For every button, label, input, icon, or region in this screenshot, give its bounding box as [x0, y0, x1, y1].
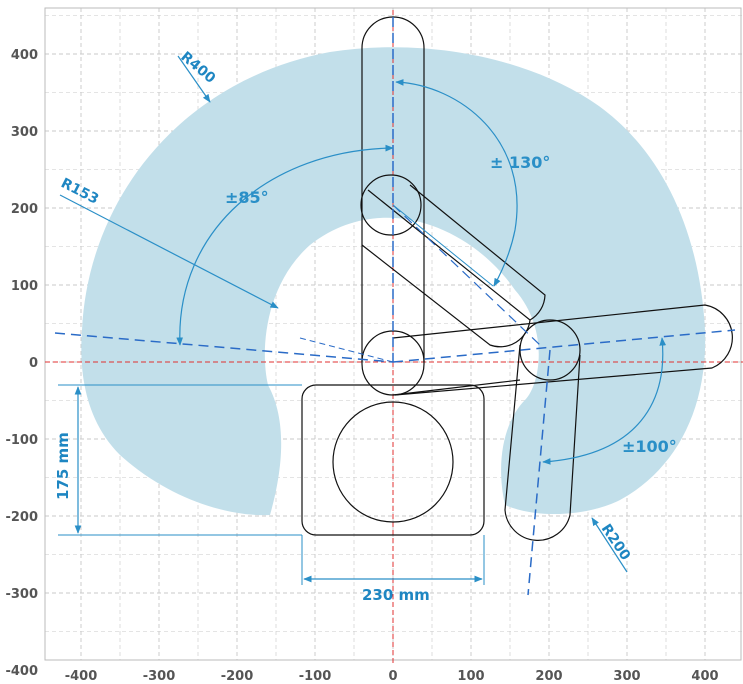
y-tick-label: 100	[11, 279, 38, 294]
y-tick-label: 300	[11, 125, 38, 140]
base-plate	[301, 384, 485, 536]
label-r200: R200	[598, 521, 634, 563]
x-tick-label: -100	[299, 669, 332, 684]
y-tick-label: -100	[5, 433, 38, 448]
centerline-right	[392, 329, 736, 363]
y-tick-label: 0	[29, 356, 38, 371]
x-tick-labels: -400 -300 -200 -100 0 100 200 300 400	[65, 669, 719, 684]
x-tick-label: 400	[691, 669, 718, 684]
y-tick-label: -200	[5, 510, 38, 525]
centerline-left-diag	[299, 337, 394, 363]
arc-100	[542, 337, 667, 465]
y-tick-label: 400	[11, 48, 38, 63]
base-circle	[332, 401, 454, 523]
label-175mm: 175 mm	[54, 432, 72, 500]
x-tick-label: -200	[221, 669, 254, 684]
y-tick-label: -300	[5, 587, 38, 602]
r400-leader	[177, 55, 211, 103]
r200-inner	[392, 204, 494, 287]
y-tick-label: 200	[11, 202, 38, 217]
label-angle-130: ± 130°	[490, 153, 550, 172]
second-link-edge	[409, 184, 546, 321]
label-r153: R153	[58, 175, 101, 207]
label-angle-100: ±100°	[622, 437, 677, 456]
r153-leader	[59, 194, 279, 309]
x-tick-label: -400	[65, 669, 98, 684]
base-connector	[392, 379, 521, 396]
x-tick-label: -300	[143, 669, 176, 684]
tool-link	[504, 344, 581, 541]
r200-leader	[591, 517, 628, 573]
third-link	[392, 304, 733, 396]
y-tick-label: -400	[5, 664, 38, 679]
arc-130	[395, 79, 518, 287]
x-tick-label: 100	[457, 669, 484, 684]
label-230mm: 230 mm	[362, 586, 430, 604]
x-tick-label: 300	[613, 669, 640, 684]
arc-85	[176, 144, 394, 346]
x-tick-label: 0	[388, 669, 397, 684]
x-tick-label: 200	[535, 669, 562, 684]
centerline-left	[54, 332, 394, 363]
label-angle-85: ±85°	[225, 188, 269, 207]
y-tick-labels: 400 300 200 100 0 -100 -200 -300 -400	[5, 48, 38, 679]
